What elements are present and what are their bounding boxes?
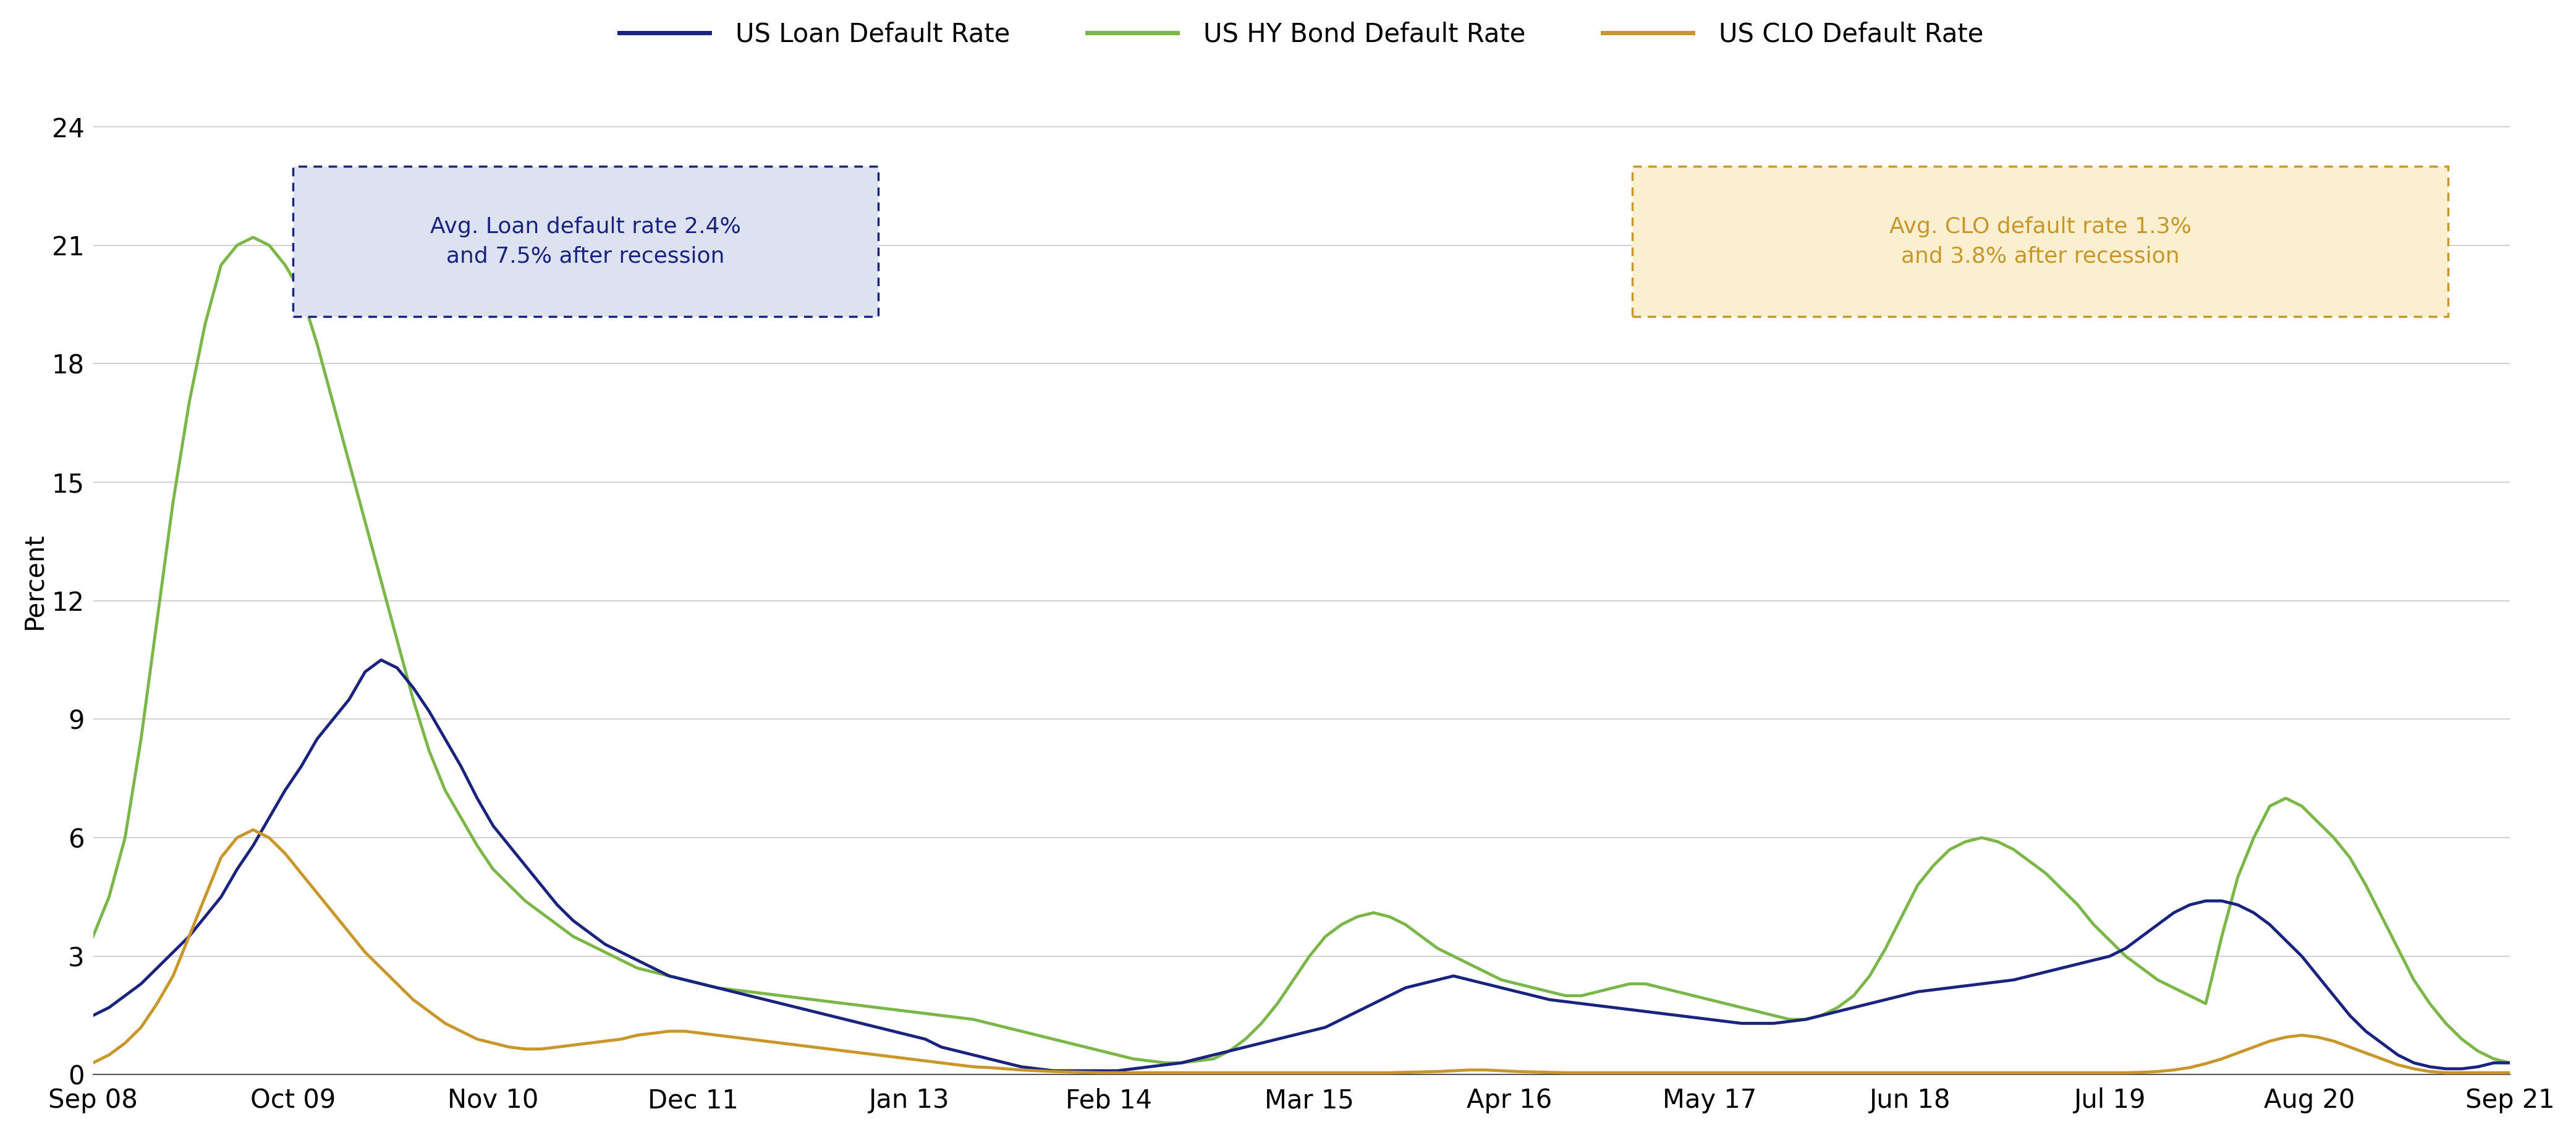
Text: Avg. Loan default rate 2.4%
and 7.5% after recession: Avg. Loan default rate 2.4% and 7.5% aft… <box>430 216 742 267</box>
FancyBboxPatch shape <box>1633 166 2447 317</box>
FancyBboxPatch shape <box>294 166 878 317</box>
Text: Avg. CLO default rate 1.3%
and 3.8% after recession: Avg. CLO default rate 1.3% and 3.8% afte… <box>1888 216 2192 267</box>
Y-axis label: Percent: Percent <box>21 532 46 630</box>
Legend: US Loan Default Rate, US HY Bond Default Rate, US CLO Default Rate: US Loan Default Rate, US HY Bond Default… <box>611 11 1994 58</box>
